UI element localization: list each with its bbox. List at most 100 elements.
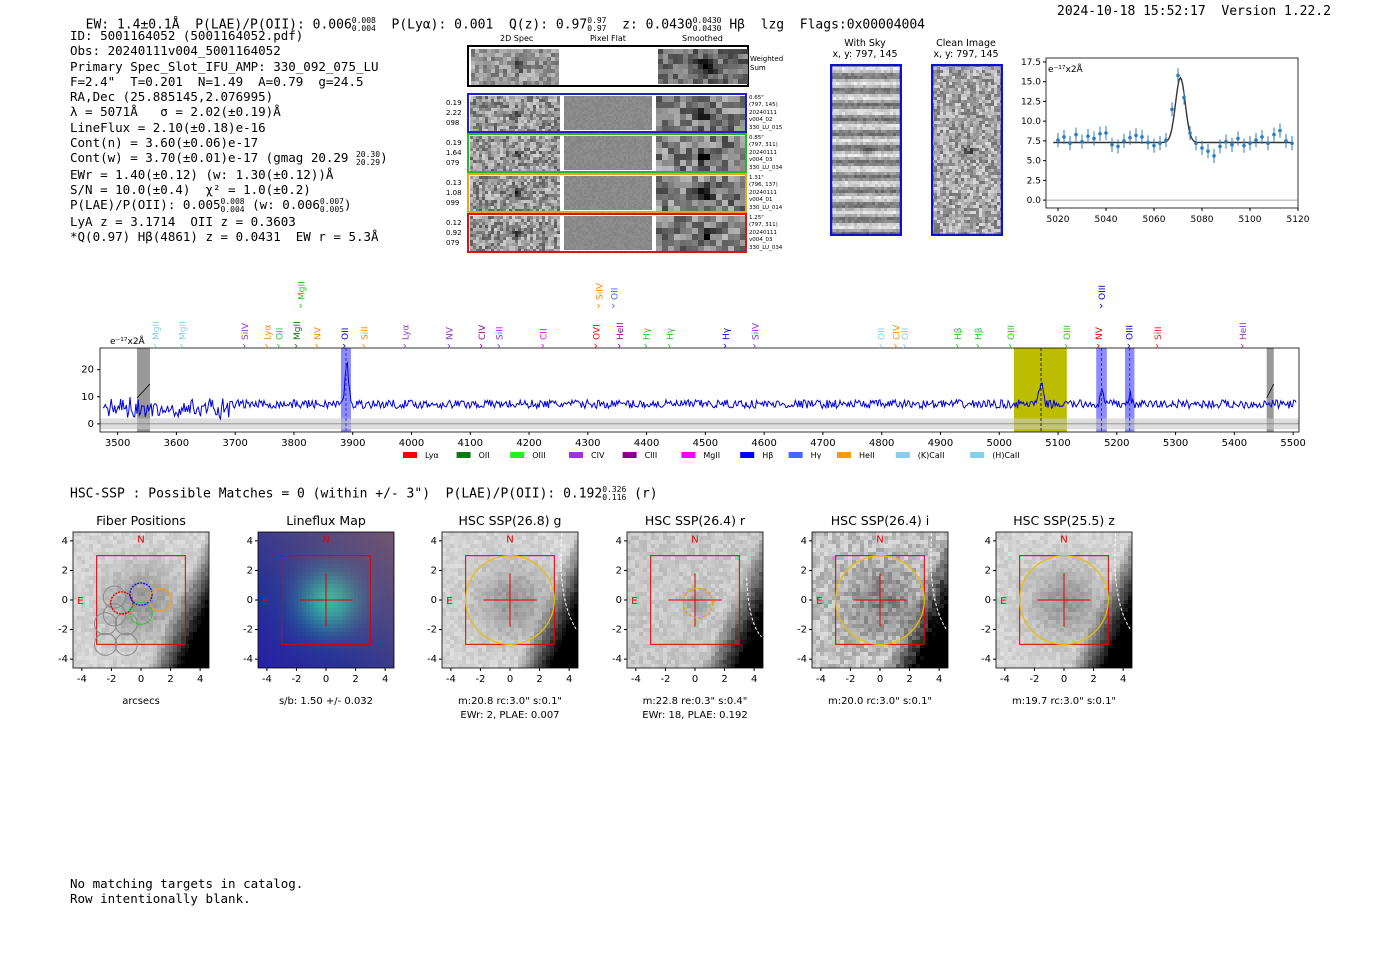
hsc-ytick-label: 4 (431, 536, 437, 547)
line-label-bracket (242, 343, 246, 349)
stamp-left-value: 0.19 (446, 139, 462, 147)
zoom-ytick-label: 7.5 (1027, 137, 1041, 147)
hsc-panel-title: HSC SSP(26.4) i (830, 513, 930, 528)
clean-image-header: Clean Image x, y: 797, 145 (933, 38, 999, 60)
fiber-circle-green (129, 601, 153, 626)
legend-swatch (510, 452, 525, 458)
compass-east: E (1000, 596, 1006, 607)
hsc-panel-footer: s/b: 1.50 +/- 0.032 (278, 696, 374, 707)
stamp-noise (656, 96, 746, 132)
full-xtick-label: 3800 (281, 438, 306, 449)
footer-line-2: Row intentionally blank. (70, 891, 251, 906)
stamp-right-value: (797, 311) (749, 142, 778, 149)
line-label: OIII (1098, 285, 1108, 300)
line-label-bracket (1240, 343, 1244, 349)
hsc-xtick-label: 2 (906, 674, 912, 685)
stamp-right-value: 330_LU_014 (749, 204, 783, 211)
stamp-noise (470, 176, 560, 212)
stamp-right-value: 1.25" (749, 215, 764, 221)
stamp-right-value: v004_03 (749, 237, 773, 244)
zoom-ytick-label: 17.5 (1021, 58, 1041, 68)
header-plya: P(Lyα): 0.001 (391, 17, 494, 33)
hsc-image (812, 532, 948, 668)
info-lineflux: LineFlux = 2.10(±0.18)e-16 (70, 119, 266, 135)
stamp-row-left-label: 0.19 1.64 079 (446, 138, 462, 168)
legend-swatch (895, 452, 910, 458)
ellipse-edge (746, 577, 762, 638)
stamp-left-value: 1.64 (446, 149, 462, 157)
zoom-unit-label: e⁻¹⁷x2Å (1048, 63, 1084, 75)
hsc-xtick-label: -4 (1000, 674, 1010, 685)
legend-label: CIII (645, 451, 658, 460)
line-label-bracket (879, 343, 883, 349)
zoom-data-point (1104, 131, 1108, 135)
hsc-ytick-label: 0 (431, 595, 437, 606)
zoom-data-point (1074, 132, 1078, 137)
hsc-ytick-label: 2 (247, 565, 253, 576)
stamp-right-value: v004_03 (749, 157, 773, 164)
zoom-data-point (1146, 140, 1150, 145)
stamp-noise (658, 49, 748, 84)
zoom-xtick-label: 5060 (1143, 215, 1166, 225)
stamp-row-left-label: 0.12 0.92 079 (446, 218, 462, 248)
zoom-data-point (1098, 131, 1102, 136)
aperture-circle (1019, 555, 1109, 645)
stamp-noise (656, 176, 746, 212)
hsc-xtick-label: -2 (291, 674, 301, 685)
stamp-left-value: 1.08 (446, 189, 462, 197)
stamp-row-right-label: 0.65" (797, 145) 20240111 v004_02 330_LU_015 (749, 95, 782, 132)
info-params: F=2.4" T=0.201 N=1.49 A=0.79 g=24.5 (70, 73, 364, 89)
aperture-box (281, 555, 371, 645)
hsc-panel-r: N E -4 -4 -2 -2 0 0 2 2 4 4 (612, 531, 764, 685)
zoom-data-point (1182, 95, 1186, 100)
hsc-ytick-label: 0 (985, 595, 991, 606)
hsc-xtick-label: -2 (845, 674, 855, 685)
full-xtick-label: 5200 (1104, 438, 1129, 449)
full-unit-label: e⁻¹⁷x2Å (110, 335, 146, 347)
info-plae: P(LAE)/P(OII): 0.005 0.008 0.004 (w: 0.006… (70, 196, 352, 214)
line-label-bracket (617, 343, 621, 349)
hsc-image (258, 532, 394, 668)
image-frame (931, 64, 1003, 236)
zoom-data-point (1110, 143, 1114, 147)
full-xtick-label: 3600 (164, 438, 189, 449)
line-label-bracket (1064, 343, 1068, 349)
line-label: MgII (293, 321, 303, 340)
stamp-right-value: 20240111 (749, 189, 777, 196)
weighted-sum-label: Weighted Sum (750, 55, 784, 72)
zoom-ytick-label: 5.0 (1027, 157, 1042, 167)
hsc-ytick-label: -4 (981, 654, 991, 665)
hsc-ytick-label: 0 (247, 595, 253, 606)
stamp-row-left-label: 0.19 2.22 098 (446, 98, 462, 128)
line-label-bracket (479, 343, 483, 349)
hsc-ytick-label: -4 (58, 654, 68, 665)
legend-swatch (681, 452, 696, 458)
hsc-ytick-label: 4 (616, 536, 622, 547)
line-label-bracket (403, 343, 407, 349)
zoom-data-point (1278, 128, 1282, 133)
stamp-left-value: 099 (446, 199, 460, 207)
hsc-ytick-label: 0 (616, 595, 622, 606)
stamp-row-frame (467, 93, 747, 133)
hsc-xtick-label: -2 (660, 674, 670, 685)
stamp-right-value: v004_01 (749, 197, 773, 204)
zoom-data-point (1224, 139, 1228, 144)
legend-label: (H)CaII (992, 451, 1019, 460)
hsc-ytick-label: -4 (427, 654, 437, 665)
hsc-panel-footer: m:19.7 rc:3.0" s:0.1" (1011, 696, 1117, 707)
info-q: *Q(0.97) Hβ(4861) z = 0.0431 EW r = 5.3Å (70, 229, 379, 245)
zoom-data-point (1086, 134, 1090, 138)
line-label-bracket (497, 343, 501, 349)
line-label-bracket (180, 343, 183, 349)
full-xtick-label: 4900 (928, 438, 953, 449)
header-line: Hβ (729, 17, 745, 33)
full-ytick-label: 10 (81, 392, 94, 403)
hsc-panel-footer-2: EWr: 2, PLAE: 0.007 (460, 710, 560, 721)
zoom-data-point (1206, 149, 1210, 153)
col-label-smooth: Smoothed (682, 34, 723, 43)
header-version: Version 1.22.2 (1221, 4, 1331, 19)
hsc-ytick-label: -2 (427, 625, 437, 636)
hsc-panel-i: N E -4 -4 -2 -2 0 0 2 2 4 4 (797, 531, 949, 685)
hsc-ytick-label: -2 (243, 625, 253, 636)
fiber-circle-red (110, 591, 134, 615)
